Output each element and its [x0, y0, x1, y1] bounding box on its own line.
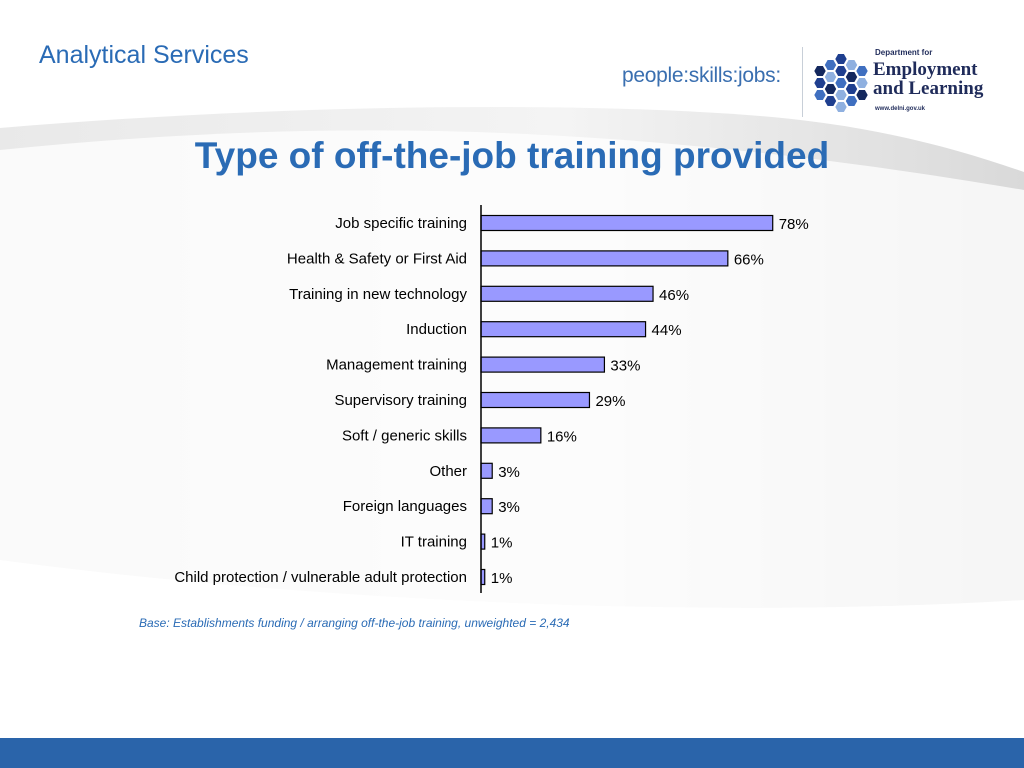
hex-shape — [855, 65, 869, 77]
bar — [480, 356, 606, 373]
bar — [480, 214, 774, 232]
category-label: Job specific training — [335, 215, 467, 232]
bar-chart: Job specific training 78% Health & Safety … — [174, 205, 809, 593]
bar — [480, 391, 591, 409]
footer-bar — [0, 738, 1024, 768]
category-label: Foreign languages — [343, 498, 467, 515]
header-title: Analytical Services — [39, 41, 249, 69]
category-label: Child protection / vulnerable adult prot… — [174, 569, 467, 586]
category-label: Supervisory training — [334, 392, 467, 409]
hex-shape — [855, 89, 869, 101]
hex-shape — [834, 77, 848, 89]
value-label: 33% — [610, 358, 640, 375]
bar — [480, 427, 542, 444]
bar — [480, 321, 647, 338]
category-label: IT training — [401, 534, 467, 551]
del-website-text: www.delni.gov.uk — [875, 106, 926, 112]
del-department-text: Department for — [875, 48, 933, 57]
hex-shape — [855, 77, 869, 89]
value-label: 29% — [595, 393, 625, 410]
hex-shape — [834, 53, 848, 65]
category-label: Training in new technology — [289, 286, 467, 303]
category-label: Health & Safety or First Aid — [287, 250, 467, 267]
value-label: 3% — [498, 499, 520, 516]
bar — [480, 498, 493, 515]
hex-shape — [834, 89, 848, 101]
value-label: 1% — [491, 535, 513, 552]
hex-shape — [813, 89, 827, 101]
base-footnote: Base: Establishments funding / arranging… — [139, 616, 570, 630]
del-logo: Department for Employment and Learning w… — [812, 46, 992, 118]
del-hex-emblem — [813, 53, 869, 112]
value-label: 1% — [491, 570, 513, 587]
hex-shape — [823, 71, 838, 83]
hex-shape — [823, 83, 838, 95]
chart-title: Type of off-the-job training provided — [194, 135, 830, 176]
del-name-text: Employment and Learning — [873, 60, 983, 98]
hex-shape — [813, 65, 827, 77]
bar — [480, 250, 729, 267]
value-label: 46% — [659, 287, 689, 304]
bar — [480, 285, 654, 302]
del-name-line1: Employment — [873, 59, 978, 80]
category-label: Induction — [406, 321, 467, 338]
category-label: Management training — [326, 357, 467, 374]
logo-divider — [802, 47, 803, 117]
bar — [480, 462, 493, 479]
del-name-line2: and Learning — [873, 78, 984, 99]
value-label: 66% — [734, 251, 764, 268]
hex-shape — [823, 95, 838, 107]
hex-shape — [823, 59, 838, 71]
hex-shape — [834, 101, 848, 112]
hex-shape — [844, 95, 859, 107]
category-label: Other — [429, 463, 467, 480]
hex-shape — [813, 77, 827, 89]
hex-shape — [844, 59, 859, 71]
value-label: 44% — [652, 322, 682, 339]
value-label: 3% — [498, 464, 520, 481]
value-label: 78% — [779, 216, 809, 233]
people-skills-jobs-logo: people:skills:jobs: — [622, 64, 781, 87]
category-label: Soft / generic skills — [342, 427, 467, 444]
value-label: 16% — [547, 428, 577, 445]
hex-shape — [844, 71, 859, 83]
hex-shape — [834, 65, 848, 77]
hex-shape — [844, 83, 859, 95]
